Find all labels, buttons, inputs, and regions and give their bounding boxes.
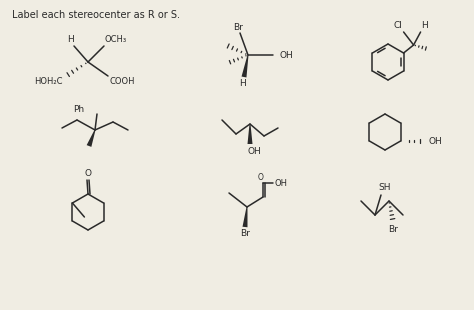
- Text: Label each stereocenter as R or S.: Label each stereocenter as R or S.: [12, 10, 180, 20]
- Text: O: O: [258, 172, 264, 181]
- Text: OH: OH: [279, 51, 293, 60]
- Text: Cl: Cl: [393, 21, 402, 30]
- Text: OH: OH: [247, 147, 261, 156]
- Text: H: H: [240, 79, 246, 88]
- Polygon shape: [242, 55, 248, 78]
- Polygon shape: [87, 130, 95, 147]
- Text: HOH₂C: HOH₂C: [34, 77, 62, 86]
- Text: COOH: COOH: [109, 77, 135, 86]
- Text: O: O: [84, 170, 91, 179]
- Text: OCH₃: OCH₃: [105, 36, 127, 45]
- Text: Ph: Ph: [73, 105, 84, 114]
- Text: Br: Br: [388, 224, 398, 233]
- Text: Br: Br: [240, 229, 250, 238]
- Text: OH: OH: [274, 179, 288, 188]
- Text: SH: SH: [379, 183, 391, 192]
- Text: Br: Br: [233, 23, 243, 32]
- Text: H: H: [68, 36, 74, 45]
- Text: H: H: [421, 21, 428, 30]
- Text: OH: OH: [428, 136, 442, 145]
- Polygon shape: [243, 207, 247, 227]
- Polygon shape: [247, 124, 253, 144]
